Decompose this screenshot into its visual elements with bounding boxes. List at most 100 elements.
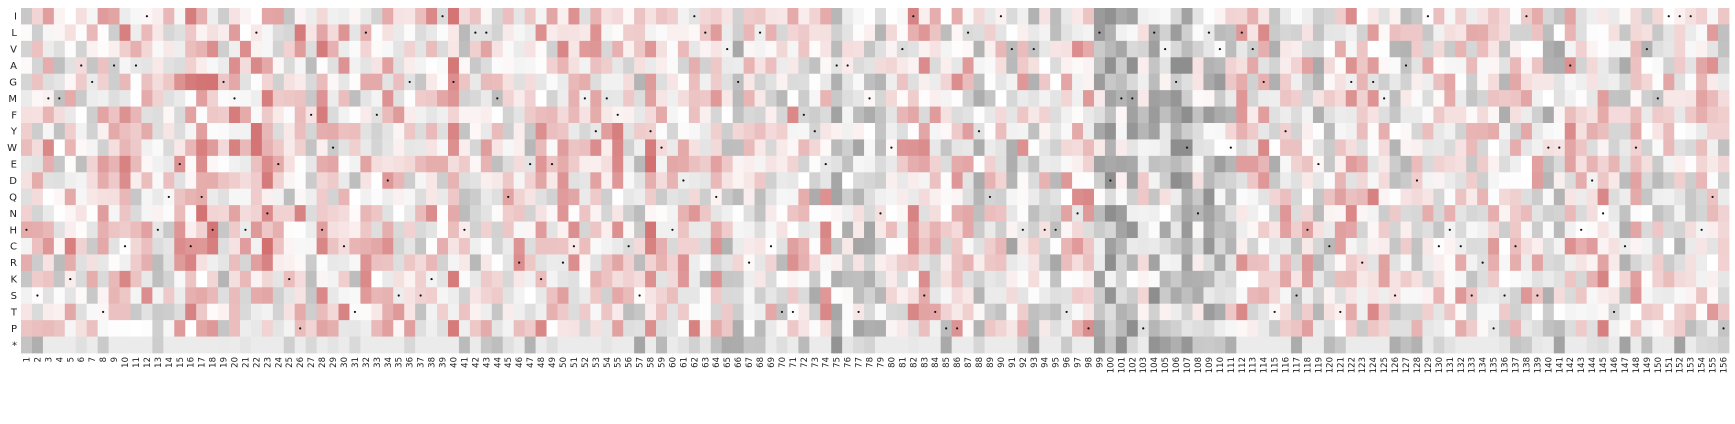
heatmap-cell [415, 139, 427, 157]
heatmap-cell [1455, 8, 1467, 25]
wildtype-marker [419, 294, 422, 297]
heatmap-cell [42, 24, 55, 42]
heatmap-cell [53, 270, 66, 288]
heatmap-cell [1247, 270, 1259, 288]
heatmap-cell [656, 205, 668, 222]
heatmap-cell [1126, 57, 1139, 75]
heatmap-cell [1225, 320, 1237, 337]
heatmap-cell [404, 336, 416, 354]
heatmap-cell [568, 8, 580, 25]
heatmap-cell [207, 139, 219, 157]
heatmap-cell [995, 287, 1007, 305]
wildtype-marker [1240, 31, 1243, 34]
x-tick-label: 16 [187, 357, 197, 368]
heatmap-cell [1148, 336, 1161, 354]
heatmap-cell [437, 90, 449, 107]
heatmap-cell [1597, 57, 1609, 75]
heatmap-cell [765, 270, 777, 288]
heatmap-cell [1378, 73, 1390, 91]
heatmap-cell [1641, 123, 1653, 140]
wildtype-marker [1678, 15, 1681, 18]
heatmap-cell [1115, 336, 1128, 354]
wildtype-marker [430, 277, 433, 281]
heatmap-cell [688, 106, 701, 124]
heatmap-cell [1685, 320, 1697, 337]
heatmap-cell [1510, 205, 1522, 222]
heatmap-cell [261, 90, 274, 107]
heatmap-cell [1247, 57, 1259, 75]
heatmap-cell [1280, 106, 1292, 124]
heatmap-cell [579, 123, 591, 140]
heatmap-cell [1148, 172, 1161, 190]
heatmap-cell [579, 40, 591, 58]
heatmap-cell [31, 188, 44, 206]
heatmap-cell [327, 73, 339, 91]
heatmap-cell [174, 238, 186, 255]
heatmap-cell [984, 139, 996, 157]
heatmap-cell [973, 40, 985, 58]
heatmap-cell [1028, 336, 1040, 354]
heatmap-cell [1411, 123, 1423, 140]
heatmap-cell [1531, 320, 1544, 337]
heatmap-cell [1170, 155, 1182, 173]
heatmap-cell [1510, 336, 1522, 354]
heatmap-cell [1378, 24, 1390, 42]
heatmap-cell [1072, 303, 1084, 321]
heatmap-cell [513, 24, 526, 42]
heatmap-cell [1028, 188, 1040, 206]
heatmap-cell [1192, 123, 1204, 140]
heatmap-cell [1433, 205, 1445, 222]
heatmap-cell [1323, 303, 1336, 321]
heatmap-cell [787, 106, 799, 124]
heatmap-cell [196, 270, 208, 288]
heatmap-cell [557, 238, 569, 255]
heatmap-cell [152, 40, 164, 58]
heatmap-cell [1323, 287, 1336, 305]
wildtype-marker [189, 245, 192, 248]
heatmap-cell [283, 90, 296, 107]
heatmap-cell [163, 155, 175, 173]
heatmap-cell [1302, 205, 1314, 222]
heatmap-cell [1433, 270, 1445, 288]
heatmap-cell [1115, 320, 1128, 337]
heatmap-cell [1597, 24, 1609, 42]
heatmap-cell [732, 336, 745, 354]
heatmap-cell [1652, 24, 1664, 42]
heatmap-cell [250, 123, 263, 140]
x-tick-label: 54 [603, 357, 613, 368]
heatmap-cell [831, 73, 843, 91]
heatmap-cell [1072, 155, 1084, 173]
x-tick-label: 126 [1391, 357, 1401, 373]
heatmap-cell [1203, 172, 1215, 190]
heatmap-cell [1159, 238, 1172, 255]
heatmap-cell [984, 123, 996, 140]
heatmap-cell [218, 205, 230, 222]
heatmap-cell [1137, 90, 1150, 107]
heatmap-cell [404, 106, 416, 124]
heatmap-cell [294, 188, 307, 206]
heatmap-cell [174, 57, 186, 75]
heatmap-cell [261, 336, 274, 354]
heatmap-cell [1280, 320, 1292, 337]
heatmap-cell [984, 172, 996, 190]
heatmap-cell [875, 287, 887, 305]
heatmap-cell [185, 336, 197, 354]
wildtype-marker [934, 310, 937, 314]
heatmap-cell [1707, 24, 1719, 42]
heatmap-cell [995, 57, 1007, 75]
heatmap-cell [338, 172, 350, 190]
heatmap-cell [185, 8, 197, 25]
heatmap-cell [1072, 238, 1084, 255]
heatmap-cell [1192, 106, 1204, 124]
heatmap-cell [513, 106, 526, 124]
heatmap-cell [1674, 336, 1686, 354]
heatmap-cell [809, 73, 821, 91]
heatmap-cell [973, 106, 985, 124]
heatmap-cell [809, 172, 821, 190]
heatmap-cell [1477, 303, 1489, 321]
heatmap-cell [1619, 270, 1631, 288]
heatmap-cell [64, 238, 77, 255]
heatmap-cell [1718, 57, 1730, 75]
heatmap-cell [1345, 320, 1358, 337]
heatmap-cell [820, 303, 832, 321]
